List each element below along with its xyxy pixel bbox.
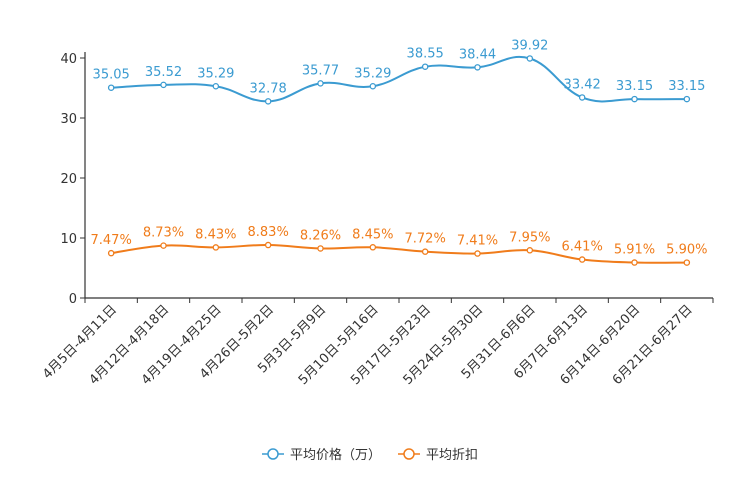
data-point	[264, 98, 272, 105]
data-label: 35.29	[197, 66, 234, 81]
legend[interactable]: 平均价格（万） 平均折扣	[262, 447, 478, 463]
data-point	[526, 247, 534, 254]
data-point	[474, 250, 481, 257]
series-avg-discount: 7.47% 8.73% 8.43% 8.83% 8.26% 8.45% 7.72% 7.41%…	[91, 225, 707, 266]
data-point	[160, 242, 167, 249]
data-label: 39.92	[511, 38, 548, 53]
axes: 0102030404月5日-4月11日4月12日-4月18日4月19日-4月25…	[40, 52, 714, 388]
data-label: 6.41%	[562, 240, 603, 255]
data-point	[369, 83, 377, 90]
data-point	[317, 245, 324, 252]
legend-label: 平均价格（万）	[290, 447, 381, 463]
series-avg-price: 35.05 35.52 35.29 32.78 35.77 35.29 38.55 38.44…	[93, 38, 705, 105]
y-tick-label: 20	[60, 172, 77, 187]
data-label: 8.26%	[300, 228, 341, 243]
y-tick-label: 30	[60, 112, 77, 127]
data-label: 33.15	[616, 79, 653, 94]
data-point	[631, 259, 638, 266]
data-label: 7.47%	[91, 233, 132, 248]
data-label: 7.95%	[509, 230, 550, 245]
data-point	[212, 83, 220, 90]
data-label: 35.52	[145, 65, 182, 80]
y-tick-label: 0	[69, 292, 77, 307]
legend-marker-icon	[267, 448, 279, 460]
data-point	[212, 244, 220, 251]
data-point	[578, 256, 586, 263]
data-label: 8.83%	[248, 225, 289, 240]
y-tick-label: 40	[60, 52, 77, 67]
data-point	[683, 95, 691, 103]
data-point	[107, 84, 115, 91]
data-label: 5.91%	[614, 243, 655, 258]
series-layer: 35.05 35.52 35.29 32.78 35.77 35.29 38.55 38.44…	[91, 38, 707, 266]
legend-item-avg-discount[interactable]: 平均折扣	[398, 448, 478, 463]
legend-label: 平均折扣	[426, 448, 478, 463]
data-point	[317, 80, 324, 87]
data-point	[160, 81, 167, 89]
data-label: 38.44	[459, 47, 496, 62]
series-line	[111, 56, 687, 103]
data-point	[578, 94, 586, 101]
data-label: 35.29	[354, 66, 391, 81]
data-label: 35.77	[302, 63, 339, 78]
data-point	[421, 248, 429, 255]
data-label: 7.72%	[405, 232, 446, 247]
data-label: 35.05	[93, 68, 130, 83]
data-point	[264, 241, 272, 249]
data-label: 8.45%	[352, 227, 393, 242]
data-label: 33.15	[668, 79, 705, 94]
data-point	[107, 249, 115, 257]
data-point	[421, 63, 429, 70]
data-label: 33.42	[564, 77, 601, 92]
data-point	[369, 244, 377, 251]
data-point	[683, 259, 691, 266]
data-point	[474, 64, 481, 71]
data-label: 38.55	[407, 47, 444, 62]
series-line	[111, 244, 687, 264]
data-label: 7.41%	[457, 234, 498, 249]
data-label: 8.73%	[143, 226, 184, 241]
data-label: 5.90%	[666, 243, 707, 258]
data-point	[631, 95, 638, 103]
data-label: 32.78	[250, 81, 287, 96]
legend-marker-icon	[403, 448, 415, 460]
legend-item-avg-price[interactable]: 平均价格（万）	[262, 447, 381, 463]
data-point	[526, 55, 534, 62]
data-label: 8.43%	[195, 227, 236, 242]
y-tick-label: 10	[60, 232, 77, 247]
